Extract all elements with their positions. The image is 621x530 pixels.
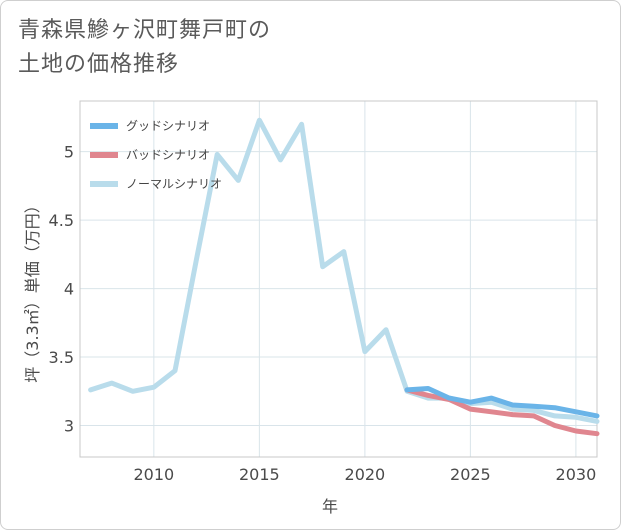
chart-title-line1: 青森県鰺ヶ沢町舞戸町の bbox=[18, 18, 272, 43]
chart-title-line2: 土地の価格推移 bbox=[18, 52, 180, 77]
y-tick-label: 3.5 bbox=[49, 348, 74, 367]
y-tick-label: 3 bbox=[64, 417, 74, 436]
series-line-0 bbox=[404, 386, 600, 419]
x-tick-label: 2015 bbox=[239, 465, 280, 484]
y-tick-label: 5 bbox=[64, 143, 74, 162]
x-tick-label: 2010 bbox=[133, 465, 174, 484]
x-tick-label: 2025 bbox=[450, 465, 491, 484]
y-tick-label: 4 bbox=[64, 280, 74, 299]
y-tick-labels: 3 3.5 4 4.5 5 bbox=[49, 143, 74, 436]
plot-area-border bbox=[79, 100, 598, 458]
x-axis-label: 年 bbox=[322, 497, 338, 516]
legend-label: ノーマルシナリオ bbox=[126, 177, 222, 191]
x-tick-label: 2020 bbox=[345, 465, 386, 484]
series-line-2 bbox=[88, 117, 600, 424]
legend-label: グッドシナリオ bbox=[126, 119, 210, 133]
y-axis-label: 坪（3.3㎡）単価（万円） bbox=[23, 197, 42, 382]
series-lines bbox=[88, 117, 600, 437]
x-tick-labels: 2010 2015 2020 2025 2030 bbox=[133, 465, 596, 484]
y-tick-label: 4.5 bbox=[49, 211, 74, 230]
x-tick-label: 2030 bbox=[556, 465, 597, 484]
grid bbox=[80, 101, 597, 457]
legend-label: バッドシナリオ bbox=[126, 148, 210, 162]
chart-title: 青森県鰺ヶ沢町舞戸町の 土地の価格推移 bbox=[18, 14, 271, 82]
series-line-1 bbox=[404, 387, 600, 437]
